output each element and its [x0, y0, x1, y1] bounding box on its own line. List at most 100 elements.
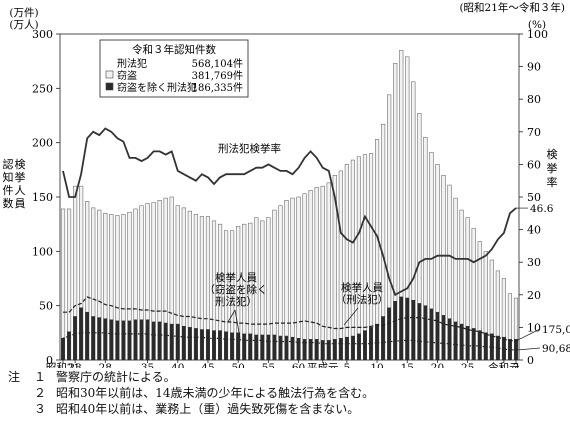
right-tick-label: 0: [527, 354, 534, 367]
x-tick-label: 50: [231, 362, 244, 368]
x-tick-label: 60: [292, 362, 305, 368]
end-leader-penal: [515, 328, 541, 342]
x-tick-label: 平成元: [307, 362, 339, 368]
bar-theft: [447, 184, 452, 319]
bar-theft: [79, 185, 84, 309]
bar-excl-theft: [423, 305, 428, 361]
bar-excl-theft: [67, 331, 72, 361]
bar-excl-theft: [471, 328, 476, 361]
crime-trend-chart: 0 50 100 150 200 250 300 0 10 20 30 40 50 60 70 80 90 100…: [3, 1, 570, 368]
line-arrested-excl-theft: [62, 332, 517, 351]
bar-theft: [157, 200, 162, 323]
left-tick-label: 50: [39, 300, 53, 313]
x-tick-label: 25: [461, 362, 474, 368]
bar-excl-theft: [350, 335, 355, 361]
bar-excl-theft: [248, 333, 253, 361]
vertical-char: 員: [15, 197, 26, 210]
bar-theft: [356, 156, 362, 335]
bar-theft: [393, 63, 398, 302]
bar-excl-theft: [272, 334, 277, 361]
bar-theft: [501, 278, 506, 338]
bar-excl-theft: [109, 319, 114, 361]
right-unit: (%): [528, 19, 546, 31]
legend-item-name: 刑法犯: [117, 57, 147, 70]
annotation-arrested-penal: 検挙人員: [341, 281, 383, 294]
bar-theft: [66, 208, 72, 332]
bar-excl-theft: [73, 316, 78, 361]
right-tick-label: 100: [527, 28, 548, 41]
bar-theft: [411, 81, 416, 301]
bar-excl-theft: [97, 317, 102, 361]
bar-excl-theft: [151, 321, 156, 361]
bar-theft: [290, 197, 295, 338]
annotation-arrested-excl-theft: 検挙人員: [215, 271, 257, 284]
legend-item-value: 568,104件: [192, 58, 243, 70]
legend-item-value: 381,769件: [192, 70, 243, 82]
bar-excl-theft: [205, 329, 210, 361]
x-tick-label: 5: [344, 362, 351, 368]
line-arrested-penal: [63, 296, 517, 342]
bar-excl-theft: [193, 328, 198, 361]
bar-theft: [181, 207, 186, 327]
bar-theft: [73, 185, 78, 317]
vertical-char: 件: [3, 184, 14, 197]
left-tick-label: 200: [32, 137, 53, 150]
bar-excl-theft: [218, 330, 223, 361]
bar-theft: [284, 200, 289, 337]
note-1-number: １: [34, 370, 47, 384]
annotation-clearance-rate: 刑法犯検挙率: [218, 142, 281, 155]
bar-theft: [127, 211, 132, 322]
bar-theft: [465, 217, 470, 327]
right-tick-label: 50: [527, 191, 541, 204]
right-axis-label-rate: 検挙率: [547, 147, 558, 189]
period-label: (昭和21年～令和３年): [459, 1, 565, 14]
right-tick-label: 10: [527, 321, 541, 334]
bar-excl-theft: [224, 331, 229, 361]
bar-excl-theft: [393, 301, 398, 361]
x-tick-label: 15: [401, 362, 414, 368]
bar-theft: [109, 214, 114, 321]
bar-theft: [429, 152, 434, 310]
bar-theft: [423, 136, 428, 306]
bar-excl-theft: [230, 332, 235, 361]
note-1: 注 １ 警察庁の統計による。: [8, 369, 374, 385]
x-tick-label: 28: [99, 362, 112, 368]
bar-theft: [60, 208, 66, 339]
bar-theft: [507, 293, 513, 340]
bar-excl-theft: [429, 308, 434, 361]
bar-excl-theft: [308, 339, 313, 361]
right-tick-label: 40: [527, 224, 541, 237]
bar-excl-theft: [326, 340, 331, 361]
end-value-penal: 175,041: [542, 324, 570, 336]
bar-theft: [151, 202, 156, 323]
bar-theft: [302, 193, 307, 340]
vertical-char: 検: [15, 157, 26, 171]
legend-item-name: 窃盗: [117, 69, 137, 82]
bar-excl-theft: [79, 307, 84, 361]
bar-theft: [272, 209, 277, 336]
left-tick-label: 150: [32, 191, 53, 204]
note-3: ３ 昭和40年以前は、業務上（重）過失致死傷を含まない。: [8, 401, 374, 417]
note-2-number: ２: [34, 386, 47, 400]
bar-theft: [175, 205, 180, 325]
right-tick-label: 90: [527, 61, 541, 74]
bar-excl-theft: [260, 334, 265, 361]
vertical-char: 率: [547, 175, 558, 189]
legend-swatch: [105, 82, 114, 91]
bar-excl-theft: [453, 321, 458, 361]
note-2: ２ 昭和30年以前は、14歳未満の少年による触法行為を含む。: [8, 385, 374, 401]
right-tick-label: 70: [527, 126, 541, 139]
bar-excl-theft: [338, 338, 343, 361]
annotations: 刑法犯検挙率検挙人員（窃盗を除く刑法犯）検挙人員（刑法犯）46.6175,041…: [205, 142, 570, 355]
annotation-arrested-excl-theft: 刑法犯）: [215, 295, 257, 308]
bar-excl-theft: [85, 311, 90, 361]
bar-excl-theft: [284, 335, 289, 361]
bar-excl-theft: [169, 323, 174, 361]
bar-theft: [350, 159, 355, 337]
x-tick-label: 昭和21: [46, 362, 80, 368]
bar-excl-theft: [175, 323, 180, 361]
bar-excl-theft: [115, 320, 120, 361]
bar-theft: [459, 209, 464, 325]
note-2-text: 昭和30年以前は、14歳未満の少年による触法行為を含む。: [56, 386, 375, 400]
